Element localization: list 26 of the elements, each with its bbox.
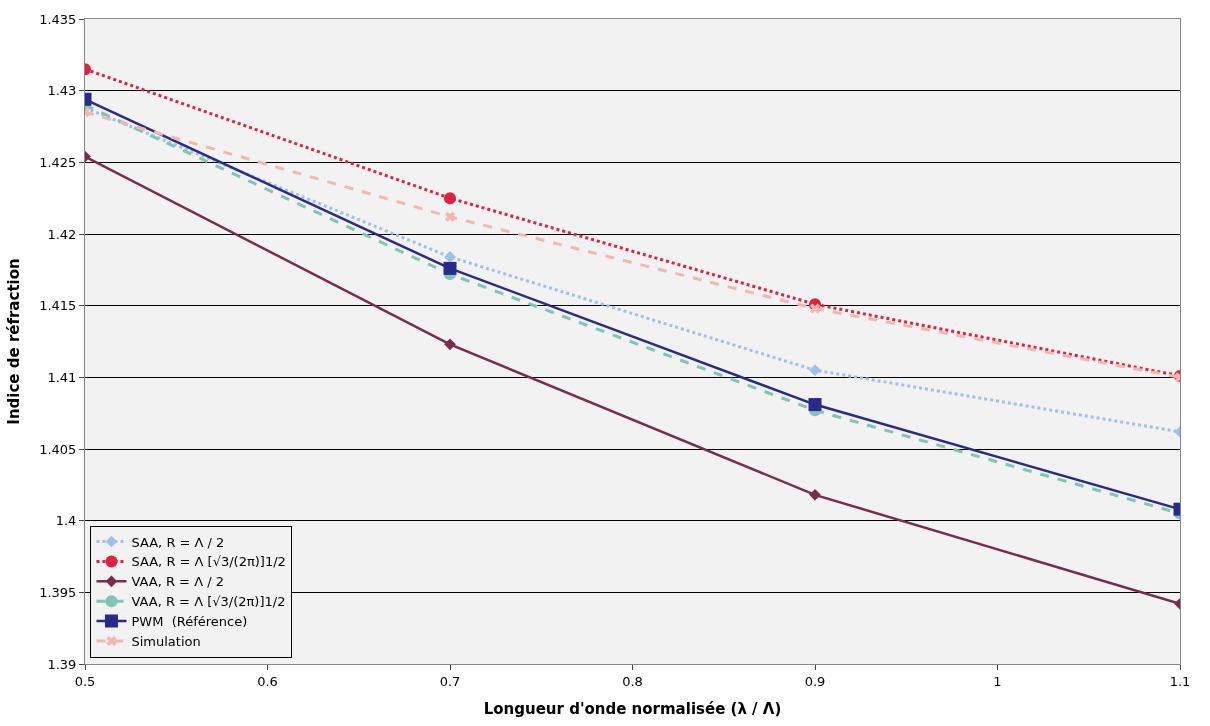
x-axis-title: Longueur d'onde normalisée (λ / Λ) [483,699,782,718]
y-tick-label: 1.39 [47,656,77,672]
y-tick-label: 1.42 [47,226,77,242]
legend-label: Simulation [131,634,201,650]
x-tick-label: 1.1 [1169,673,1191,689]
x-tick-label: 1 [993,673,1002,689]
y-tick-label: 1.395 [39,584,77,600]
y-tick-label: 1.425 [39,154,77,170]
y-tick-label: 1.435 [39,11,77,27]
y-tick-label: 1.4 [55,513,77,529]
y-axis-title: Indice de réfraction [5,258,24,425]
y-tick-label: 1.405 [39,441,77,457]
legend-label: SAA, R = Λ [√3/(2π)]1/2 [131,554,286,570]
legend-label: VAA, R = Λ [√3/(2π)]1/2 [131,594,286,610]
x-tick-label: 0.9 [804,673,826,689]
x-tick-label: 0.6 [257,673,278,689]
x-tick-label: 0.8 [622,673,643,689]
legend-label: VAA, R = Λ / 2 [131,574,224,590]
legend-label: PWM (Référence) [131,614,248,630]
y-tick-label: 1.43 [47,83,77,99]
point [809,364,821,377]
legend-label: SAA, R = Λ / 2 [131,534,225,550]
y-tick-label: 1.415 [39,298,77,314]
x-tick-label: 0.5 [74,673,96,689]
y-tick-label: 1.41 [47,369,77,385]
x-tick-label: 0.7 [439,673,461,689]
